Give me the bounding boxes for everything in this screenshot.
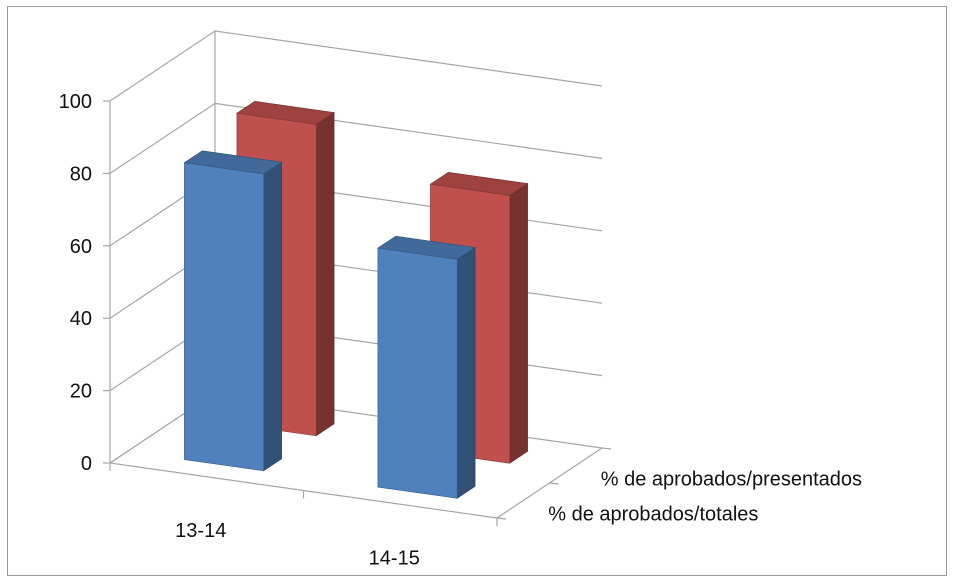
gridline-0 [109,392,603,464]
y-tick-label: 60 [70,236,92,258]
gridlines [103,30,612,526]
floor-outline [108,392,603,519]
bar-front-face [377,247,458,499]
bar-side-face [456,246,476,499]
chart-bars [183,100,529,499]
gridline-60 [109,175,603,247]
depth-tick-mark [601,447,612,450]
chart-walls [108,31,603,519]
depth-tick-mark [549,482,559,485]
x-tick-label: 13-14 [175,520,226,542]
y-tick-label: 20 [70,381,92,403]
bar-side-face [315,112,335,437]
bar [183,150,283,472]
depth-tick-mark [496,517,507,520]
y-tick-label: 0 [81,453,92,475]
bar-front-face [184,162,265,472]
y-tick-label: 40 [70,308,92,330]
x-tick-label: 14-15 [369,547,420,569]
gridline-40 [109,247,603,319]
y-tick-label: 100 [59,91,92,113]
bar [377,235,476,499]
gridline-100 [109,30,603,102]
y-tick-label: 80 [70,163,92,185]
tick-labels: 0 20 40 60 80 100 13-14 14-15 % de aprobados/tot… [59,91,862,569]
bar-side-face [263,161,282,472]
gridline-80 [109,102,603,174]
depth-tick-label: % de aprobados/totales [548,504,758,526]
bar-side-face [509,183,528,464]
depth-tick-label: % de aprobados/presentados [601,469,862,491]
gridline-20 [109,319,603,392]
